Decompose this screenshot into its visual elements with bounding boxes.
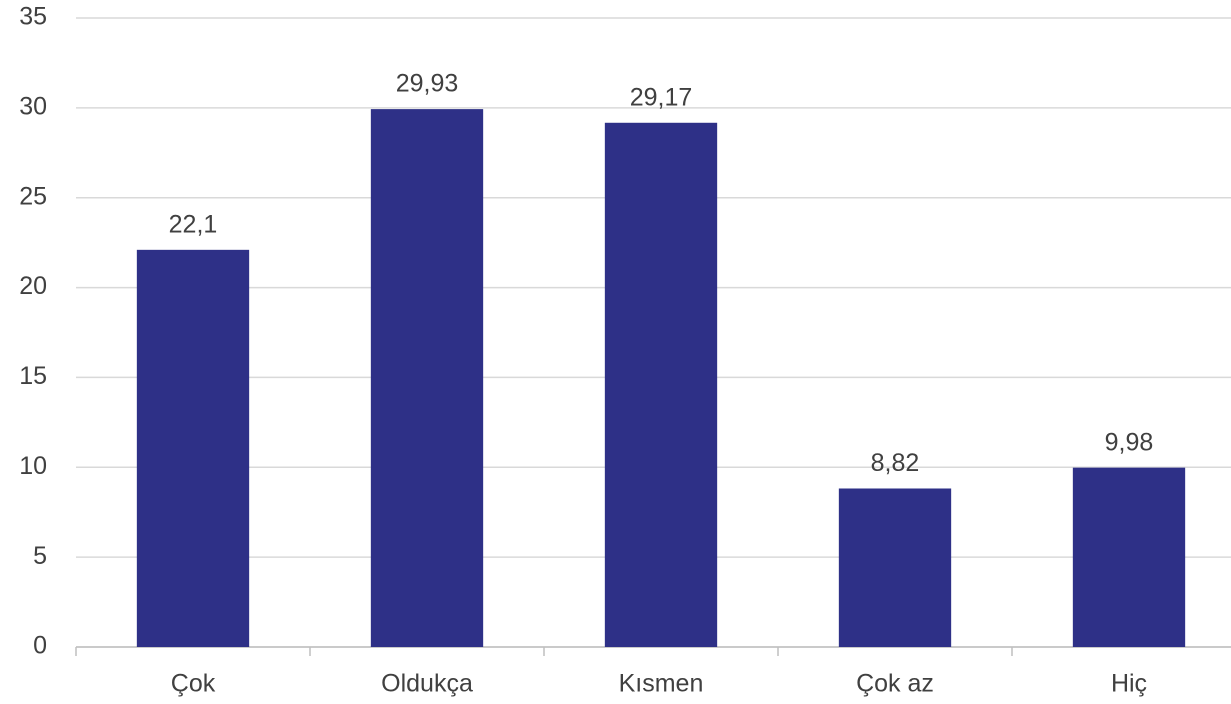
data-label: 22,1	[169, 210, 218, 238]
data-label: 8,82	[871, 449, 920, 477]
x-tick-label: Çok	[171, 670, 216, 698]
y-tick-label: 10	[19, 452, 47, 480]
y-tick-label: 0	[33, 632, 47, 660]
y-tick-label: 35	[19, 3, 47, 31]
bar	[604, 122, 718, 647]
y-tick-label: 25	[19, 182, 47, 210]
y-tick-label: 20	[19, 272, 47, 300]
bar	[370, 109, 484, 648]
y-tick-label: 5	[33, 542, 47, 570]
data-label: 29,93	[396, 70, 459, 98]
bar	[136, 249, 250, 647]
data-label: 29,17	[630, 83, 693, 111]
x-tick-label: Kısmen	[619, 670, 704, 698]
x-tick-label: Çok az	[856, 670, 934, 698]
bar	[838, 488, 952, 647]
data-label: 9,98	[1105, 428, 1154, 456]
bar	[1072, 467, 1186, 647]
y-tick-label: 30	[19, 92, 47, 120]
y-tick-label: 15	[19, 362, 47, 390]
x-tick-label: Oldukça	[381, 670, 473, 698]
x-tick-label: Hiç	[1111, 670, 1147, 698]
